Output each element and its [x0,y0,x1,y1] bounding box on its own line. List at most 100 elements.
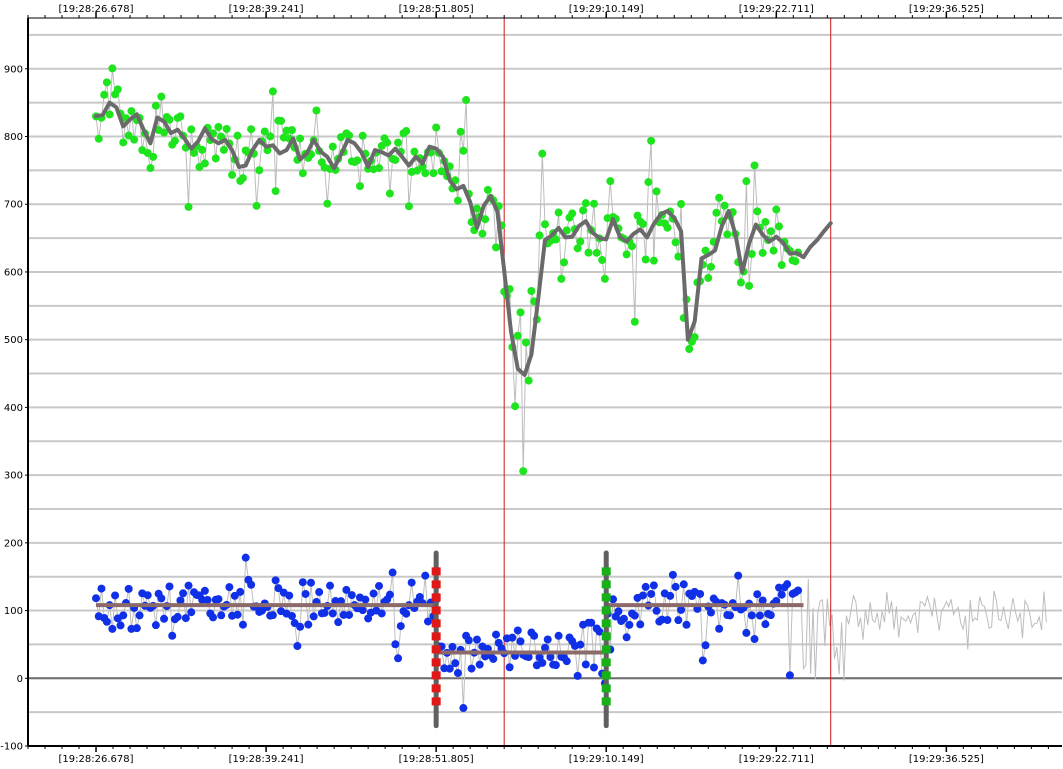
upper-point [663,223,672,232]
upper-point [652,187,661,196]
upper-point [701,246,710,255]
upper-point [456,127,465,136]
lower-point [671,582,680,591]
upper-point [402,127,411,136]
lower-point [636,620,645,629]
upper-point [102,78,111,87]
upper-point [222,124,231,133]
smoothed-curve [94,100,833,377]
upper-point [151,101,160,110]
lower-point [116,621,125,630]
x-tick-label-top: [19:28:26.678] [59,4,134,15]
y-tick-label: 700 [4,200,23,211]
upper-point [630,317,639,326]
x-tick-label-top: [19:28:39.241] [229,4,304,15]
lower-point [214,595,223,604]
lower-point [347,591,356,600]
lower-point [375,581,384,590]
lower-point [176,596,185,605]
lower-point [402,609,411,618]
lower-point [794,586,803,595]
upper-point [160,128,169,137]
upper-point [266,132,275,141]
lower-point [663,616,672,625]
y-tick-label: 800 [4,132,23,143]
x-tick-label: [19:29:22.711] [739,754,814,765]
upper-point [418,162,427,171]
upper-point [649,256,658,265]
upper-point [628,242,637,251]
upper-point [478,229,487,238]
lower-point [538,658,547,667]
upper-point [432,123,441,132]
lower-point [108,624,117,633]
upper-point [554,208,563,217]
lower-point [274,584,283,593]
upper-point [736,278,745,287]
upper-point [527,286,536,295]
upper-point [211,154,220,163]
upper-point [560,258,569,267]
lower-point [285,591,294,600]
y-tick-label: 400 [4,403,23,414]
lower-point [342,585,351,594]
lower-point [652,606,661,615]
lower-point [766,611,775,620]
upper-point [742,177,751,186]
x-tick-label: [19:28:51.805] [399,754,474,765]
upper-point [287,126,296,135]
upper-point [671,238,680,247]
x-tick-label: [19:29:10.149] [569,754,644,765]
lower-point [785,671,794,680]
upper-point [233,131,242,140]
lower-point [407,578,416,587]
upper-point [706,262,715,271]
upper-point [189,148,198,157]
lower-point [238,620,247,629]
lower-point [315,588,324,597]
lower-point [489,654,498,663]
upper-point [622,250,631,259]
lower-point [772,596,781,605]
lower-series-points [92,553,803,713]
lower-point [241,553,250,562]
lower-point [589,663,598,672]
lower-point [334,618,343,627]
lower-point [562,657,571,666]
upper-point [429,169,438,178]
lower-point [581,660,590,669]
lower-point [304,620,313,629]
lower-point [225,583,234,592]
upper-point [589,199,598,208]
lower-point [638,591,647,600]
upper-point [644,178,653,187]
upper-point [492,243,501,252]
lower-point [734,571,743,580]
lower-point [649,581,658,590]
upper-point [775,222,784,231]
lower-point [677,605,686,614]
lower-point [472,635,481,644]
upper-point [247,125,256,134]
lower-point [551,661,560,670]
y-tick-label: 900 [4,64,23,75]
upper-point [391,155,400,164]
x-tick-label-top: [19:29:36.525] [909,4,984,15]
lower-point [619,614,628,623]
lower-point [160,614,169,623]
axes [27,17,1062,747]
x-tick-label-top: [19:29:22.711] [739,4,814,15]
lower-point [682,620,691,629]
lower-point [508,633,517,642]
upper-point [704,273,713,282]
lower-point [614,607,623,616]
lower-point [753,590,762,599]
lower-point [97,584,106,593]
upper-point [394,138,403,147]
upper-point [519,467,528,476]
lower-point [451,659,460,668]
y-tick-label: 600 [4,267,23,278]
upper-point [404,202,413,211]
lower-point [421,571,430,580]
lower-point [625,620,634,629]
